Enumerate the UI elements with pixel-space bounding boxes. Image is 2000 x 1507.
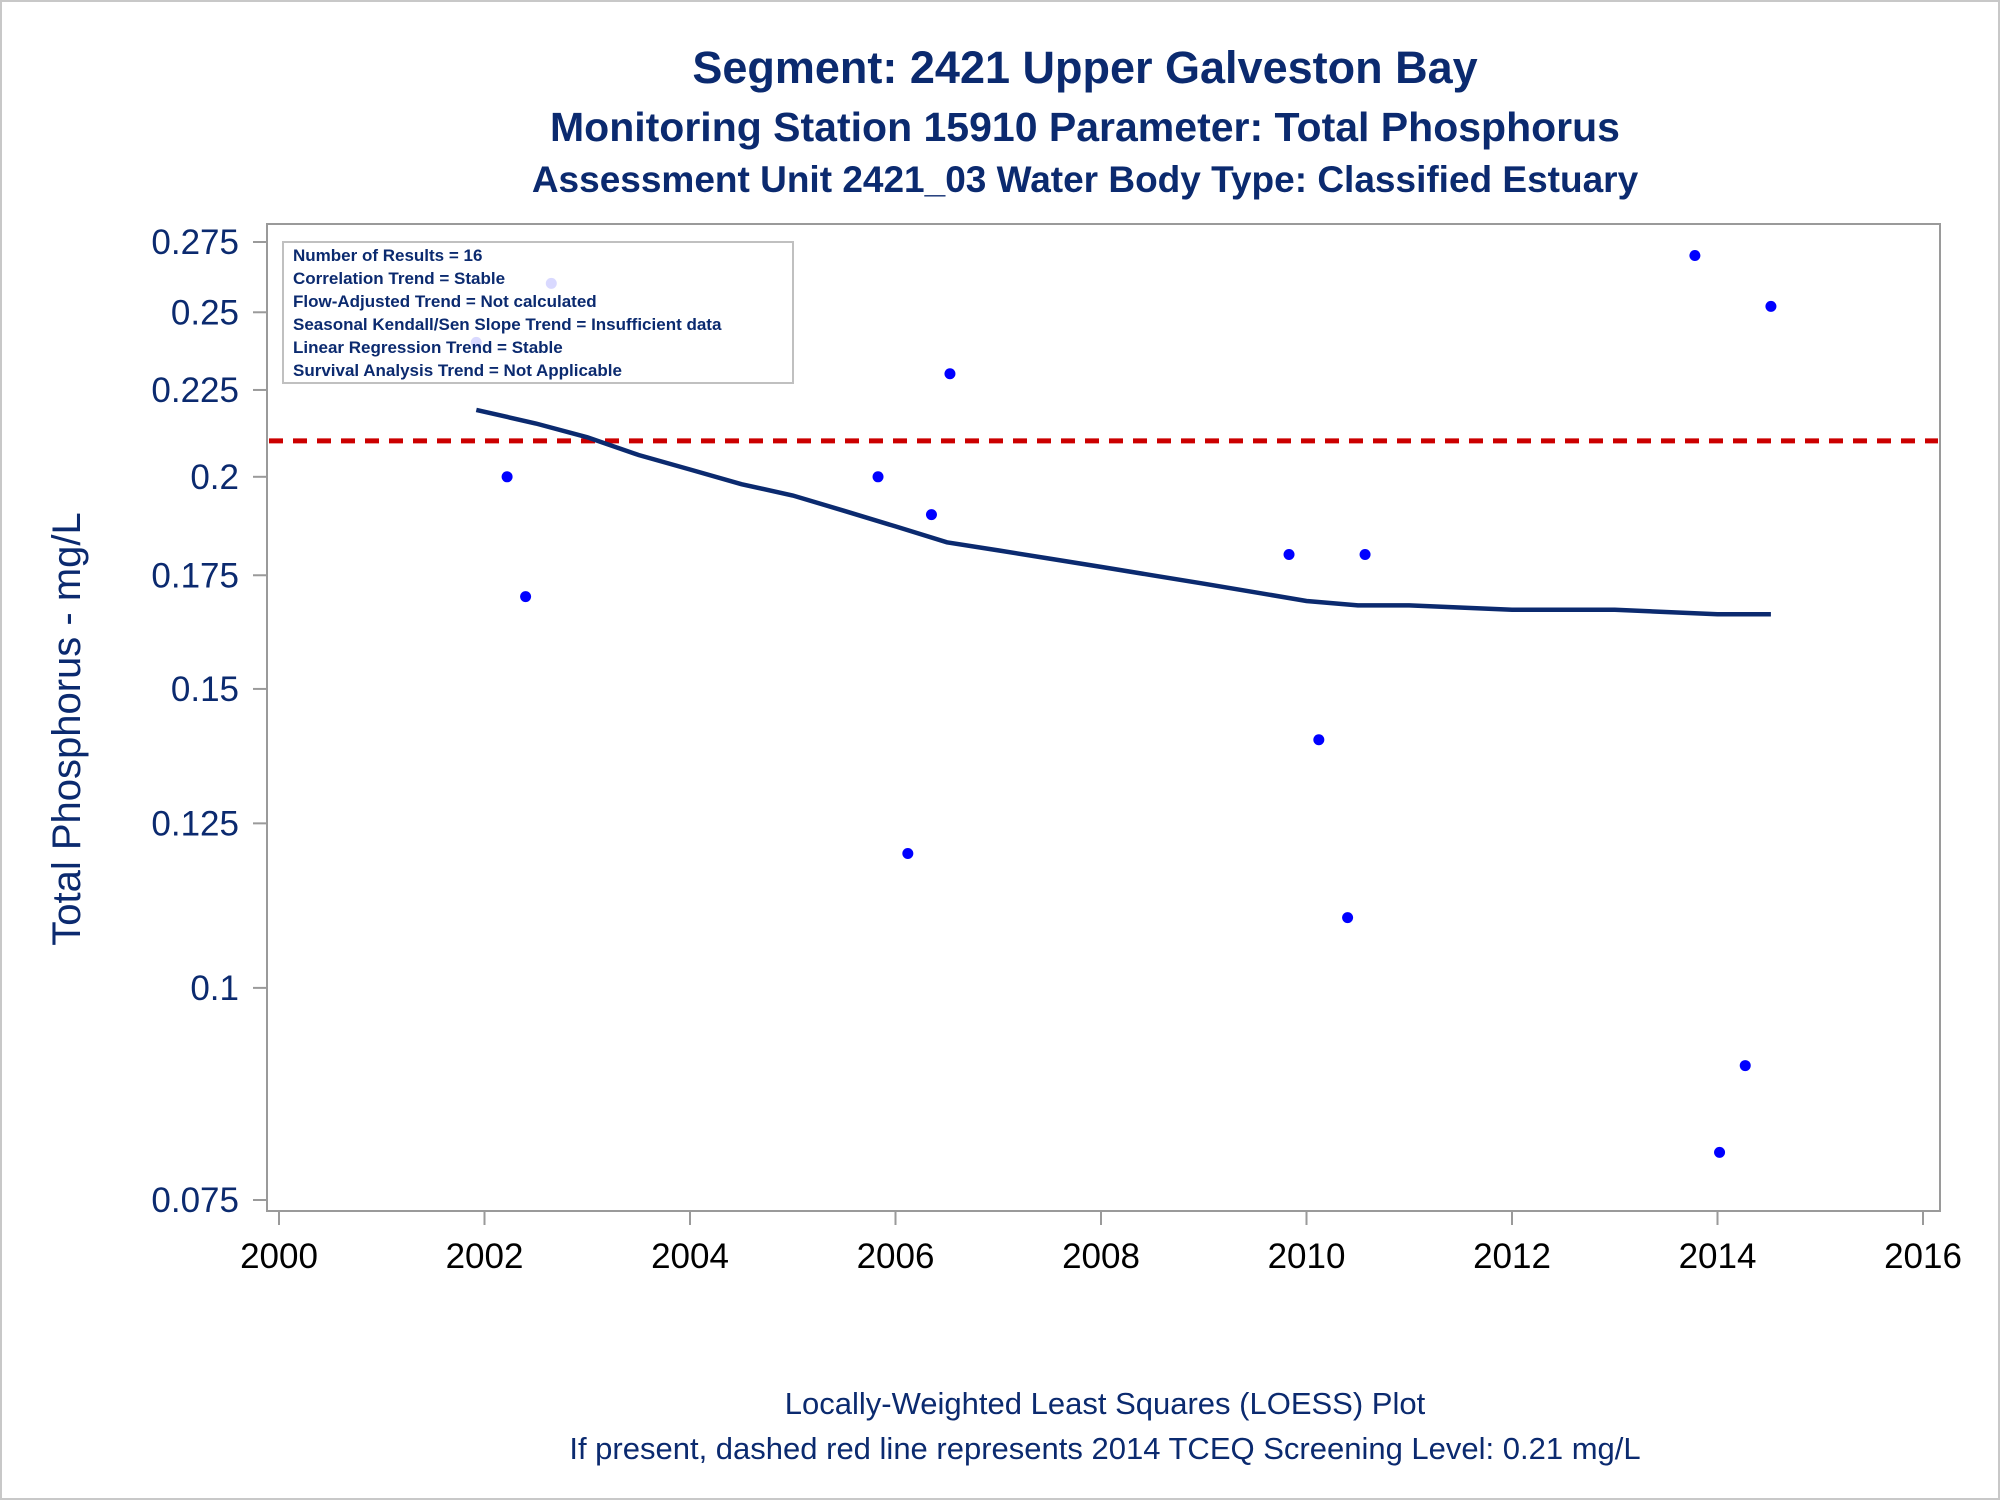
x-tick-label: 2000 [240,1237,318,1276]
stat-correlation-trend: Correlation Trend = Stable [293,269,505,288]
y-axis-label: Total Phosphorus - mg/L [45,512,89,946]
x-tick-label: 2008 [1062,1237,1140,1276]
stat-seasonal-kendall-trend: Seasonal Kendall/Sen Slope Trend = Insuf… [293,315,722,334]
data-point [1283,548,1295,560]
data-point [1765,300,1777,312]
chart-subtitle-assessment: Assessment Unit 2421_03 Water Body Type:… [532,159,1639,200]
x-tick-label: 2002 [446,1237,524,1276]
data-point [1714,1146,1726,1158]
y-tick-label: 0.15 [171,670,239,709]
data-point [925,509,937,521]
data-point [1313,734,1325,746]
y-tick-label: 0.125 [151,804,239,843]
data-point [1689,250,1701,262]
footnote-loess: Locally-Weighted Least Squares (LOESS) P… [785,1386,1426,1421]
data-point [902,847,914,859]
data-point [501,471,513,483]
chart-titles: Segment: 2421 Upper Galveston Bay Monito… [532,42,1639,200]
loess-curve [475,407,1771,617]
x-axis: 2000 2002 2004 2006 2008 2010 2012 2014 2016 [240,1211,1962,1276]
y-tick-label: 0.175 [151,556,239,595]
y-tick-label: 0.225 [151,371,239,410]
footnote-screening-level: If present, dashed red line represents 2… [569,1431,1640,1466]
chart-title: Segment: 2421 Upper Galveston Bay [692,42,1477,93]
y-tick-label: 0.2 [190,458,239,497]
trend-stats-box-border [282,241,794,384]
x-tick-label: 2010 [1268,1237,1346,1276]
stat-flow-adjusted-trend: Flow-Adjusted Trend = Not calculated [293,292,597,311]
data-point [944,368,956,380]
data-point [520,591,532,603]
data-point [1359,548,1371,560]
data-point [1342,912,1354,924]
stat-linear-regression-trend: Linear Regression Trend = Stable [293,338,563,357]
y-tick-label: 0.1 [190,969,239,1008]
x-tick-label: 2004 [651,1237,729,1276]
x-tick-label: 2014 [1679,1237,1757,1276]
x-tick-label: 2006 [857,1237,935,1276]
trend-stats-box: Number of Results = 16 Correlation Trend… [282,241,794,384]
stat-number-of-results: Number of Results = 16 [293,246,482,265]
x-tick-label: 2012 [1473,1237,1551,1276]
y-tick-label: 0.075 [151,1181,239,1220]
chart-subtitle-station: Monitoring Station 15910 Parameter: Tota… [550,104,1620,150]
data-point [1739,1060,1751,1072]
stat-survival-analysis-trend: Survival Analysis Trend = Not Applicable [293,361,622,380]
y-tick-label: 0.275 [151,223,239,262]
data-point [872,471,884,483]
plot-area-frame [266,223,1941,1212]
x-tick-label: 2016 [1884,1237,1962,1276]
data-points [470,250,1777,1158]
y-tick-label: 0.25 [171,293,239,332]
y-axis: 0.075 0.1 0.125 0.15 0.175 0.2 0.225 0.25 0.275 [151,223,267,1220]
